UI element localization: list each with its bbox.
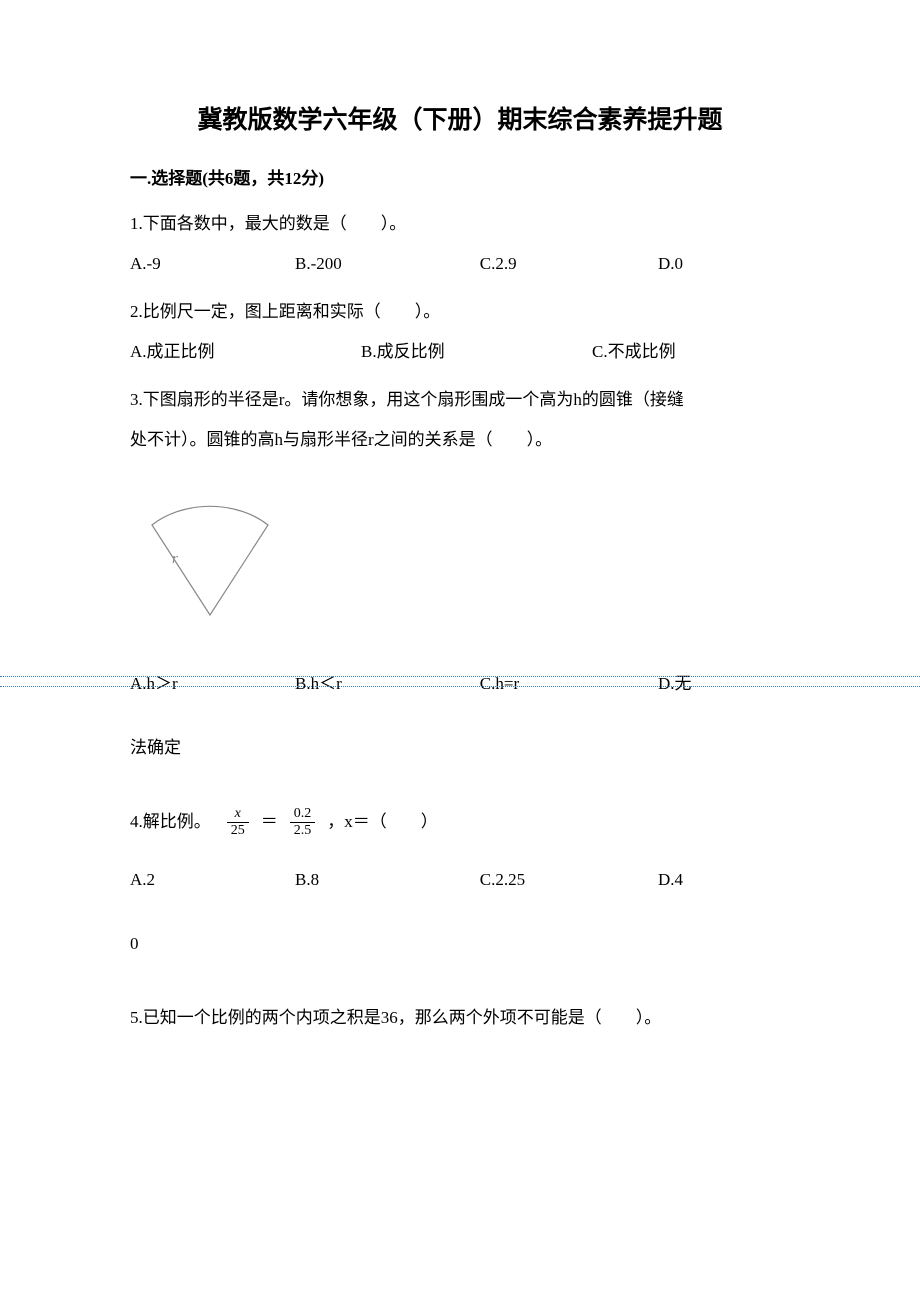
q3-option-b: B.h＜r — [295, 667, 480, 701]
q4-option-a: A.2 — [130, 863, 295, 897]
q1-option-b: B.-200 — [295, 247, 480, 281]
q1-option-a: A.-9 — [130, 247, 295, 281]
q2-option-b: B.成反比例 — [361, 335, 592, 369]
q4-option-d-wrap: 0 — [130, 927, 790, 961]
q3-option-c: C.h=r — [480, 667, 658, 701]
q4-f1-den: 25 — [227, 823, 249, 838]
q4-pre-text: 4.解比例。 — [130, 805, 211, 839]
question-2-text: 2.比例尺一定，图上距离和实际（ ）。 — [130, 295, 790, 329]
q2-option-c: C.不成比例 — [592, 335, 790, 369]
q4-f2-den: 2.5 — [290, 823, 316, 838]
question-1: 1.下面各数中，最大的数是（ ）。 A.-9 B.-200 C.2.9 D.0 — [130, 207, 790, 281]
q4-post-text: ，x＝（ ） — [327, 805, 438, 839]
question-2: 2.比例尺一定，图上距离和实际（ ）。 A.成正比例 B.成反比例 C.不成比例 — [130, 295, 790, 369]
question-4: 4.解比例。 x 25 ＝ 0.2 2.5 ，x＝（ ） A.2 B.8 C.2… — [130, 805, 790, 961]
section-header-1: 一.选择题(共6题，共12分) — [130, 164, 790, 189]
q2-option-a: A.成正比例 — [130, 335, 361, 369]
q4-equals: ＝ — [261, 805, 278, 839]
q4-fraction-2: 0.2 2.5 — [290, 806, 316, 838]
q4-fraction-1: x 25 — [227, 806, 249, 838]
q4-f2-num: 0.2 — [290, 806, 316, 822]
question-3: 3.下图扇形的半径是r。请你想象，用这个扇形围成一个高为h的圆锥（接缝 处不计）… — [130, 383, 790, 765]
question-1-options: A.-9 B.-200 C.2.9 D.0 — [130, 247, 790, 281]
question-4-equation: 4.解比例。 x 25 ＝ 0.2 2.5 ，x＝（ ） — [130, 805, 790, 839]
question-3-line1: 3.下图扇形的半径是r。请你想象，用这个扇形围成一个高为h的圆锥（接缝 — [130, 383, 790, 417]
sector-figure-icon: r — [130, 475, 290, 625]
q4-option-c: C.2.25 — [480, 863, 658, 897]
q1-option-d: D.0 — [658, 247, 790, 281]
question-4-options: A.2 B.8 C.2.25 D.4 — [130, 863, 790, 897]
question-3-figure: r — [130, 475, 790, 637]
svg-text:r: r — [172, 551, 178, 567]
decorative-divider-bottom — [0, 686, 920, 687]
question-1-text: 1.下面各数中，最大的数是（ ）。 — [130, 207, 790, 241]
decorative-divider-top — [0, 676, 920, 677]
q3-option-d: D.无 — [658, 667, 790, 701]
question-3-line2: 处不计）。圆锥的高h与扇形半径r之间的关系是（ ）。 — [130, 423, 790, 457]
question-3-options: A.h＞r B.h＜r C.h=r D.无 — [130, 667, 790, 701]
q4-f1-num: x — [227, 806, 249, 822]
question-5-text: 5.已知一个比例的两个内项之积是36，那么两个外项不可能是（ ）。 — [130, 1001, 790, 1035]
question-5: 5.已知一个比例的两个内项之积是36，那么两个外项不可能是（ ）。 — [130, 1001, 790, 1035]
q1-option-c: C.2.9 — [480, 247, 658, 281]
q3-option-a: A.h＞r — [130, 667, 295, 701]
q4-option-b: B.8 — [295, 863, 480, 897]
q3-option-d-wrap: 法确定 — [130, 731, 790, 765]
question-2-options: A.成正比例 B.成反比例 C.不成比例 — [130, 335, 790, 369]
page-title: 冀教版数学六年级（下册）期末综合素养提升题 — [130, 100, 790, 136]
q4-option-d: D.4 — [658, 863, 790, 897]
